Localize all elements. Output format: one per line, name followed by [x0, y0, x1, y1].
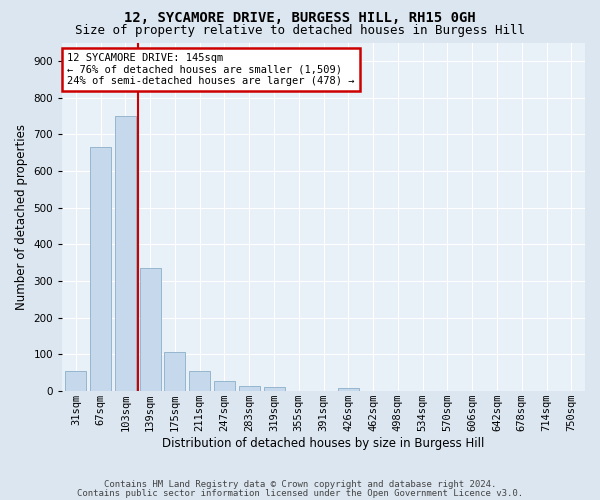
Bar [239, 386, 260, 391]
Text: Contains public sector information licensed under the Open Government Licence v3: Contains public sector information licen… [77, 488, 523, 498]
Bar [338, 388, 359, 391]
Text: Size of property relative to detached houses in Burgess Hill: Size of property relative to detached ho… [75, 24, 525, 37]
Text: 12, SYCAMORE DRIVE, BURGESS HILL, RH15 0GH: 12, SYCAMORE DRIVE, BURGESS HILL, RH15 0… [124, 12, 476, 26]
Bar [115, 116, 136, 391]
Text: Contains HM Land Registry data © Crown copyright and database right 2024.: Contains HM Land Registry data © Crown c… [104, 480, 496, 489]
Bar [214, 382, 235, 391]
Text: 12 SYCAMORE DRIVE: 145sqm
← 76% of detached houses are smaller (1,509)
24% of se: 12 SYCAMORE DRIVE: 145sqm ← 76% of detac… [67, 53, 355, 86]
Bar [140, 268, 161, 391]
X-axis label: Distribution of detached houses by size in Burgess Hill: Distribution of detached houses by size … [163, 437, 485, 450]
Bar [263, 387, 284, 391]
Bar [189, 371, 210, 391]
Bar [164, 352, 185, 391]
Bar [65, 371, 86, 391]
Y-axis label: Number of detached properties: Number of detached properties [15, 124, 28, 310]
Bar [90, 147, 111, 391]
